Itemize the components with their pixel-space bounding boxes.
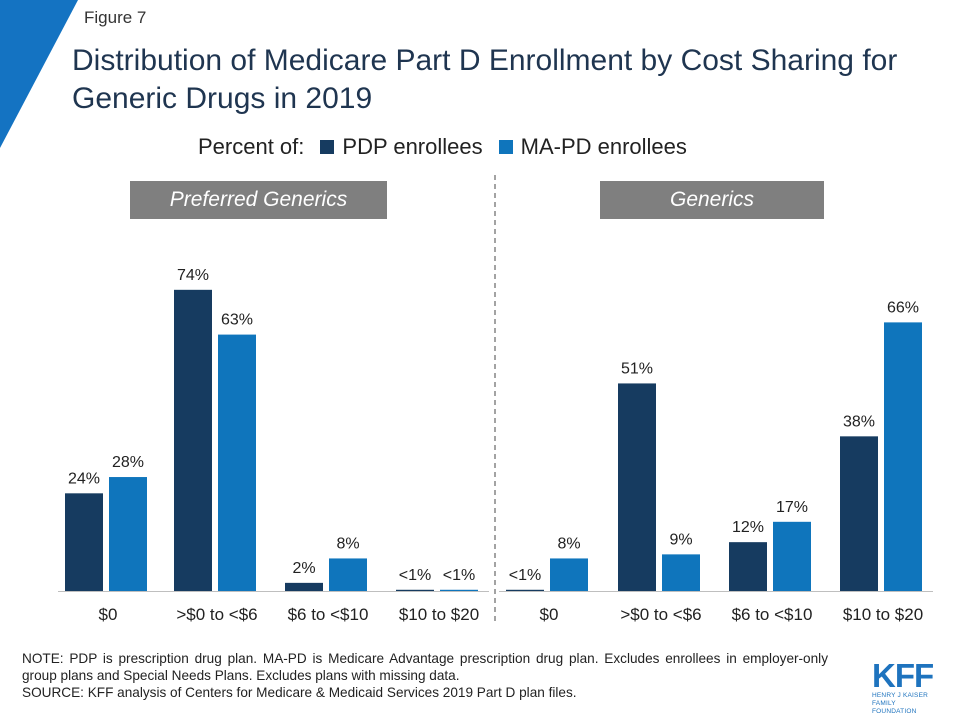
data-label: 28%	[112, 454, 144, 471]
bar-mapd	[440, 589, 478, 591]
bar-chart: 24% 28% $0 74% 63% >$0 to <$6 2% 8% $6 to <$10 <1…	[58, 175, 933, 625]
logo-wordmark: KFF	[872, 657, 934, 694]
legend-prefix: Percent of:	[198, 134, 305, 159]
panel-title-preferred-generics: Preferred Generics	[130, 181, 387, 219]
category-label: >$0 to <$6	[176, 605, 257, 624]
data-label: 66%	[887, 299, 919, 316]
category-label: $10 to $20	[843, 605, 923, 624]
data-label: 8%	[557, 535, 580, 552]
bar-mapd	[662, 554, 700, 591]
bar-mapd	[329, 558, 367, 591]
data-label: 38%	[843, 413, 875, 430]
data-label: 74%	[177, 267, 209, 284]
data-label: 51%	[621, 360, 653, 377]
bar-pdp	[618, 383, 656, 591]
data-label: 63%	[221, 312, 253, 329]
figure-label: Figure 7	[84, 8, 147, 27]
bar-mapd	[550, 558, 588, 591]
footnote: NOTE: PDP is prescription drug plan. MA-…	[22, 650, 828, 701]
legend-swatch-mapd	[498, 140, 513, 154]
category-label: $0	[540, 605, 559, 624]
category-label: $6 to <$10	[732, 605, 813, 624]
logo-sub2: FAMILY FOUNDATION	[872, 700, 917, 715]
data-label: <1%	[443, 567, 475, 584]
data-label: 2%	[292, 560, 315, 577]
bar-pdp	[65, 493, 103, 591]
category-label: $0	[99, 605, 118, 624]
data-label: 8%	[336, 535, 359, 552]
legend-item-mapd: MA-PD enrollees	[498, 134, 687, 160]
category-label: >$0 to <$6	[620, 605, 701, 624]
legend-label-pdp: PDP enrollees	[342, 134, 483, 159]
category-label: $10 to $20	[399, 605, 479, 624]
category-label: $6 to <$10	[288, 605, 369, 624]
data-label: <1%	[509, 567, 541, 584]
logo-sub1: HENRY J KAISER	[872, 692, 929, 699]
note-text: NOTE: PDP is prescription drug plan. MA-…	[22, 651, 828, 683]
bar-pdp	[506, 589, 544, 591]
bar-mapd	[773, 521, 811, 591]
legend-swatch-pdp	[320, 140, 335, 154]
bar-pdp	[174, 289, 212, 591]
data-label: 17%	[776, 499, 808, 516]
legend: Percent of: PDP enrollees MA-PD enrollee…	[198, 134, 687, 160]
data-label: <1%	[399, 567, 431, 584]
bar-pdp	[396, 589, 434, 591]
data-label: 12%	[732, 519, 764, 536]
bar-pdp	[729, 542, 767, 591]
bar-mapd	[109, 477, 147, 591]
legend-label-mapd: MA-PD enrollees	[520, 134, 687, 159]
bar-pdp	[840, 436, 878, 591]
bar-mapd	[884, 322, 922, 591]
panel-title-generics: Generics	[600, 181, 824, 219]
kff-logo: KFF HENRY J KAISER FAMILY FOUNDATION	[872, 657, 942, 716]
source-text: SOURCE: KFF analysis of Centers for Medi…	[22, 685, 577, 700]
corner-accent	[0, 0, 78, 148]
legend-item-pdp: PDP enrollees	[320, 134, 483, 160]
data-label: 24%	[68, 470, 100, 487]
chart-title: Distribution of Medicare Part D Enrollme…	[72, 44, 898, 115]
bar-pdp	[285, 582, 323, 591]
data-label: 9%	[669, 531, 692, 548]
bar-mapd	[218, 334, 256, 591]
